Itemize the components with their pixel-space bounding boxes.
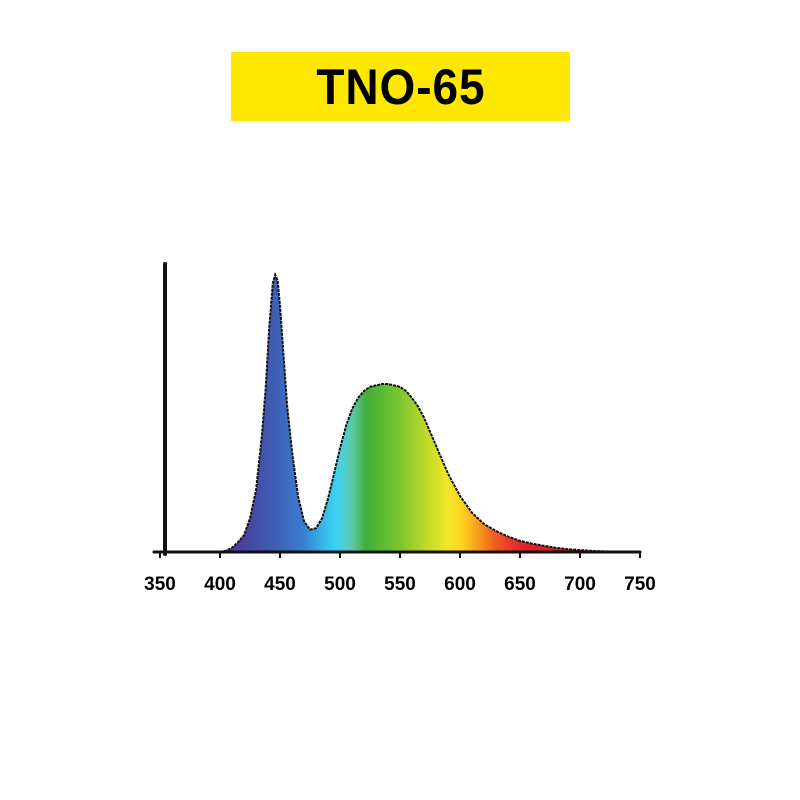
chart-title: TNO-65 — [315, 58, 486, 115]
tick-label-layer: 350 400 450 500 550 600 650 700 750 — [144, 552, 656, 595]
axis-layer — [152, 262, 642, 556]
x-tick-label: 450 — [264, 574, 296, 595]
x-tick-label: 700 — [564, 574, 596, 595]
title-banner: TNO-65 — [231, 52, 570, 121]
x-tick-label: 650 — [504, 574, 536, 595]
x-tick-label: 600 — [444, 574, 476, 595]
x-tick-label: 550 — [384, 574, 416, 595]
spectrum-area-layer — [219, 271, 623, 553]
x-tick-label: 750 — [624, 574, 656, 595]
x-tick-label: 350 — [144, 574, 176, 595]
x-tick-label: 400 — [204, 574, 236, 595]
spectrum-line — [219, 271, 623, 553]
x-tick-label: 500 — [324, 574, 356, 595]
